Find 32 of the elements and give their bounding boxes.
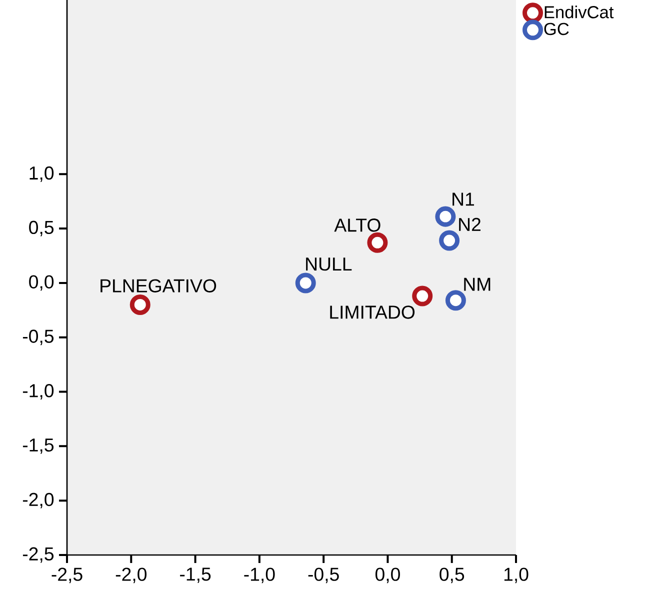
annotation: PLNEGATIVO [100,279,216,292]
legend-label: EndivCat [544,6,614,18]
legend-label: GC [544,22,569,36]
y-tick-label: -1,5 [22,438,54,454]
annotation: N2 [459,218,480,231]
y-tick-label: 0,5 [29,220,54,236]
x-tick-label: -1,5 [180,568,211,583]
point [295,272,316,294]
y-tick-label: -2,5 [22,547,54,563]
x-tick-label: 1,0 [504,568,528,584]
y-tick-label: -2,0 [22,492,54,508]
y-tick-label: 0,0 [29,275,54,291]
y-tick-label: -1,0 [22,384,54,400]
annotation: NM [464,278,490,291]
x-tick-label: 0,5 [440,568,464,584]
point [130,294,150,315]
point [435,206,456,227]
point [412,286,433,306]
y-tick-label: -0,5 [22,330,54,346]
point [445,290,466,311]
x-tick-label: -2,0 [116,568,147,584]
x-tick-label: -2,5 [52,568,82,584]
annotation: NULL [306,258,352,271]
annotation: LIMITADO [330,306,415,319]
y-tick-label: 1,0 [30,166,54,182]
annotation: N1 [452,192,474,206]
annotation: ALTO [334,218,380,232]
x-tick-label: 0,0 [375,568,400,584]
x-tick-label: -1,0 [244,568,275,584]
x-tick-label: -0,5 [308,568,339,584]
point [367,232,388,253]
point [439,230,460,251]
